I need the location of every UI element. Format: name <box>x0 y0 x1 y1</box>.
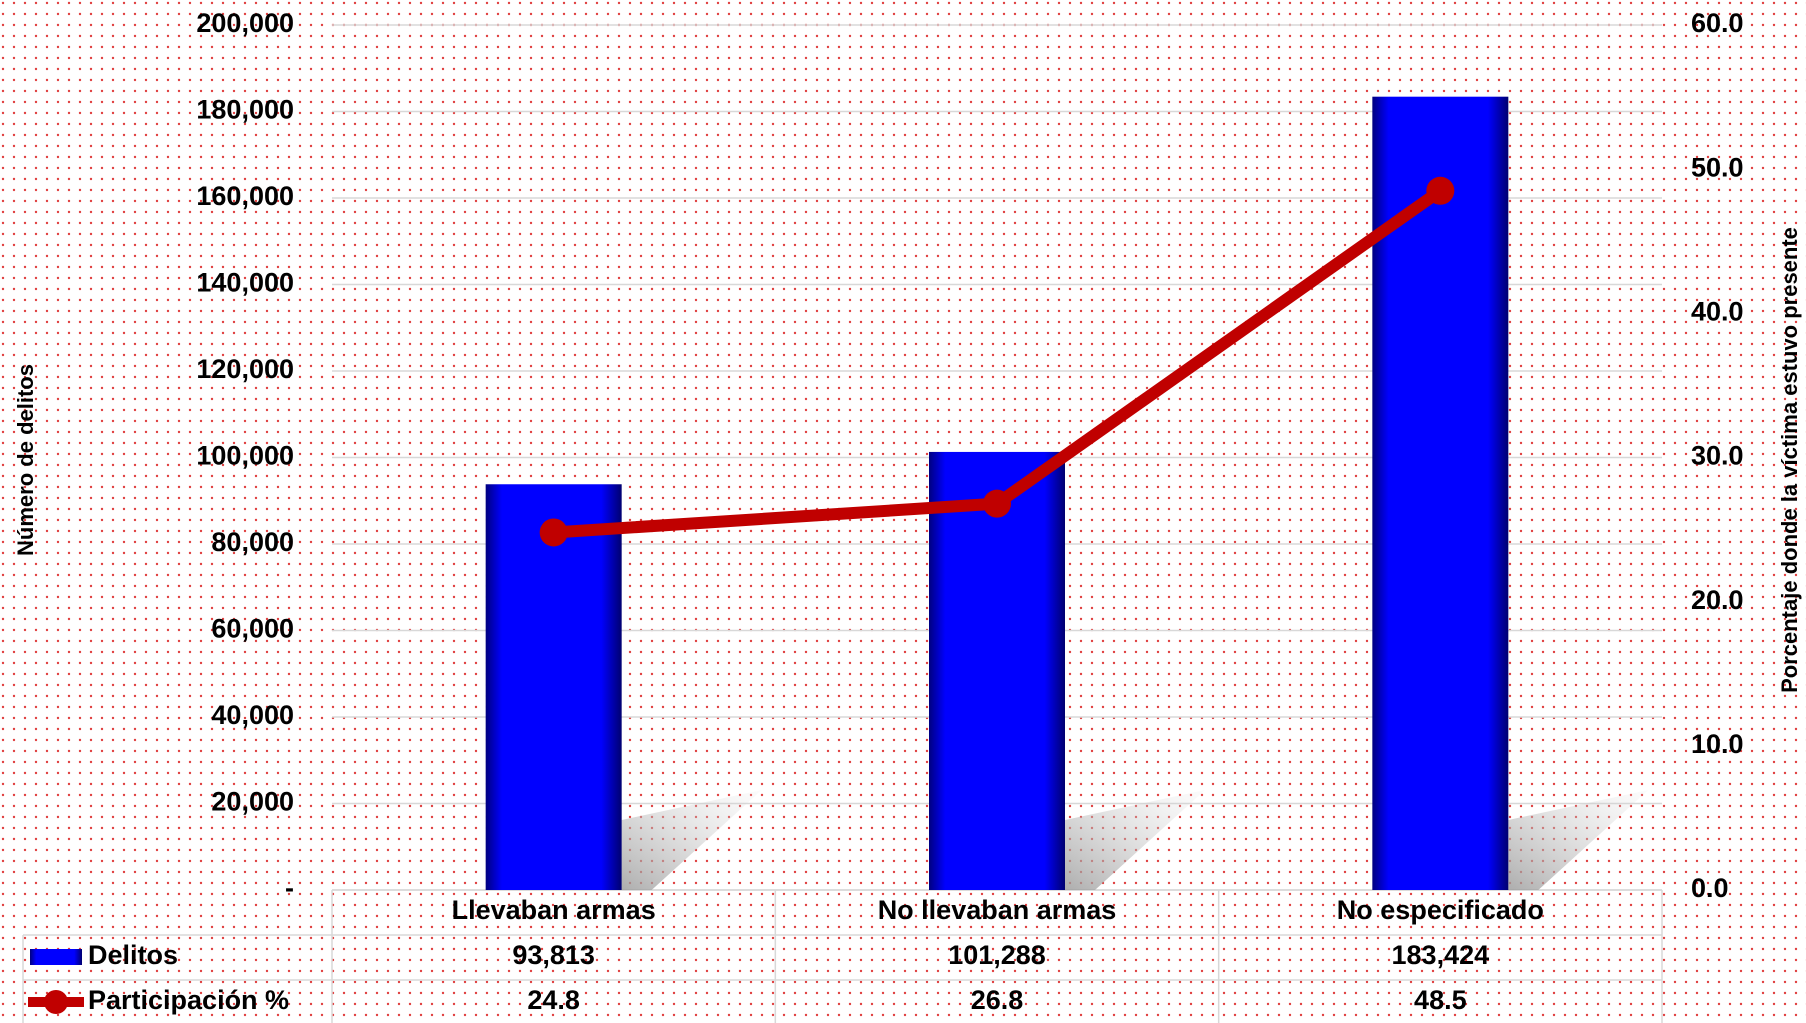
y2-tick-label: 0.0 <box>1691 873 1729 903</box>
data-label: 24.8 <box>527 985 580 1015</box>
y2-tick-label: 10.0 <box>1691 729 1744 759</box>
data-label: 26.8 <box>971 985 1024 1015</box>
bar-shadow <box>621 790 762 890</box>
x-tick-label: Llevaban armas <box>452 895 656 925</box>
line-marker <box>539 518 568 547</box>
legend-label: Delitos <box>88 940 178 970</box>
y-tick-label: 100,000 <box>196 441 294 471</box>
y2-tick-label: 30.0 <box>1691 441 1744 471</box>
y-tick-label: - <box>285 873 294 903</box>
y-tick-label: 20,000 <box>211 787 294 817</box>
data-label: 183,424 <box>1392 940 1490 970</box>
bar <box>485 484 622 890</box>
y-tick-label: 180,000 <box>196 95 294 125</box>
legend-label: Participación % <box>88 985 289 1015</box>
y-tick-label: 40,000 <box>211 700 294 730</box>
y2-axis-title: Porcentaje donde la víctima estuvo prese… <box>1777 227 1802 693</box>
data-label: 101,288 <box>948 940 1046 970</box>
y-tick-label: 160,000 <box>196 181 294 211</box>
line-marker <box>983 489 1011 518</box>
x-tick-label: No llevaban armas <box>878 895 1117 925</box>
y2-tick-label: 20.0 <box>1691 585 1744 615</box>
bar-shadow <box>1065 790 1205 890</box>
y-tick-label: 120,000 <box>196 354 294 384</box>
bar <box>1372 96 1509 890</box>
bar <box>929 451 1065 890</box>
y-tick-label: 200,000 <box>196 8 294 38</box>
y-axis-title: Número de delitos <box>13 364 38 556</box>
bar-shadow <box>1508 790 1649 890</box>
y-tick-label: 60,000 <box>211 614 294 644</box>
data-label: 93,813 <box>512 940 595 970</box>
y2-tick-label: 60.0 <box>1691 8 1744 38</box>
y-tick-label: 80,000 <box>211 527 294 557</box>
y2-tick-label: 50.0 <box>1691 152 1744 182</box>
legend-marker <box>44 990 68 1014</box>
x-tick-label: No especificado <box>1337 895 1544 925</box>
y2-tick-label: 40.0 <box>1691 296 1744 326</box>
line-marker <box>1426 176 1455 205</box>
legend-swatch <box>30 949 82 965</box>
y-tick-label: 140,000 <box>196 268 294 298</box>
data-label: 48.5 <box>1414 985 1467 1015</box>
